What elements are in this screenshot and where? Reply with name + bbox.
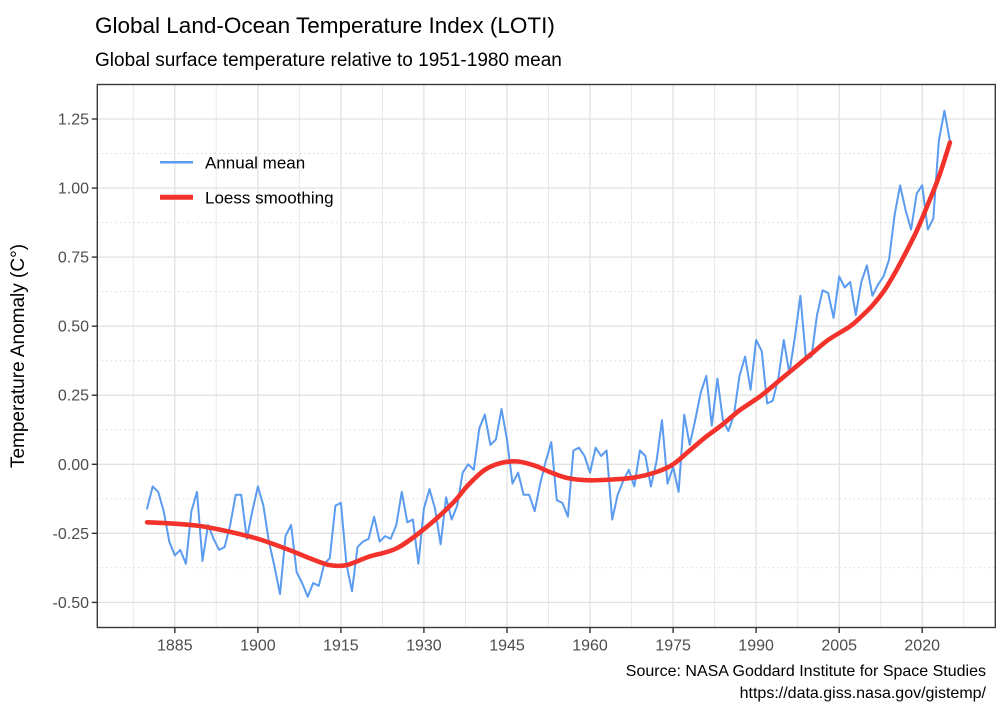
legend-label-annual-mean: Annual mean — [205, 154, 305, 173]
x-axis-tick-label: 1945 — [489, 638, 525, 655]
plot-panel-border — [96, 83, 997, 629]
x-axis-tick-label: 1885 — [157, 638, 193, 655]
x-axis-tick-label: 2020 — [904, 638, 940, 655]
x-axis-tick-label: 1900 — [240, 638, 276, 655]
x-axis-tick-label: 1930 — [406, 638, 442, 655]
y-axis-tick-label: 0.00 — [58, 457, 89, 474]
chart-subtitle: Global surface temperature relative to 1… — [95, 50, 562, 71]
series-layer — [144, 109, 953, 598]
legend-label-loess-smoothing: Loess smoothing — [205, 189, 334, 208]
annual-mean-line — [146, 109, 951, 598]
x-axis-tick-label: 1990 — [738, 638, 774, 655]
loess-smoothing-line — [144, 140, 953, 569]
y-axis-tick-label: 1.25 — [58, 112, 89, 129]
x-axis-tick-label: 1915 — [323, 638, 359, 655]
y-axis-tick-label: -0.50 — [53, 595, 90, 612]
x-axis-tick-label: 2005 — [821, 638, 857, 655]
grid-layer — [97, 84, 996, 628]
legend: Annual mean Loess smoothing — [160, 154, 334, 208]
y-axis-title: Temperature Anomaly (C°) — [8, 244, 29, 468]
axis-tick-labels-layer: 1885 1900 1915 1930 1945 1960 1975 1990 2005 2020… — [53, 112, 941, 655]
x-axis-tick-label: 1960 — [572, 638, 608, 655]
caption-source: Source: NASA Goddard Institute for Space… — [626, 663, 986, 680]
axis-ticks-layer — [91, 118, 923, 633]
y-axis-tick-label: 0.50 — [58, 319, 89, 336]
y-axis-tick-label: 0.25 — [58, 388, 89, 405]
caption-url: https://data.giss.nasa.gov/gistemp/ — [740, 685, 987, 702]
y-axis-tick-label: 0.75 — [58, 250, 89, 267]
y-axis-tick-label: -0.25 — [53, 526, 90, 543]
chart-title: Global Land-Ocean Temperature Index (LOT… — [95, 13, 555, 38]
x-axis-tick-label: 1975 — [655, 638, 691, 655]
y-axis-tick-label: 1.00 — [58, 181, 89, 198]
